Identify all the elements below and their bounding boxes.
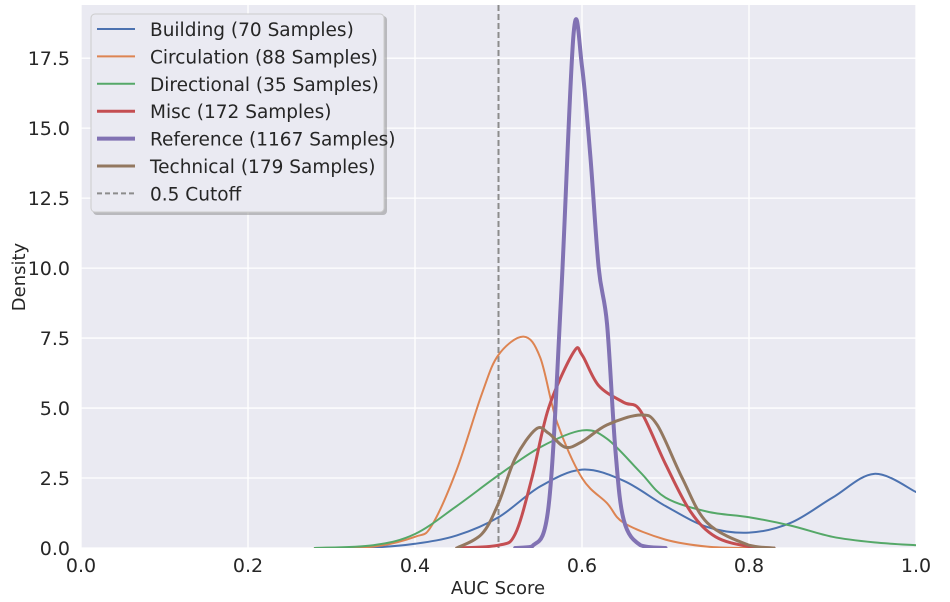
x-axis-label: AUC Score <box>451 578 545 599</box>
x-tick-label: 1.0 <box>901 555 931 577</box>
y-tick-label: 17.5 <box>28 48 70 70</box>
x-tick-label: 0.6 <box>567 555 597 577</box>
legend-label: Circulation (88 Samples) <box>150 47 378 68</box>
density-curve-circulation <box>313 335 750 548</box>
x-tick-label: 0.4 <box>400 555 430 577</box>
density-curve-misc <box>455 346 776 548</box>
legend-label: Building (70 Samples) <box>150 20 354 41</box>
y-tick-label: 2.5 <box>40 468 70 490</box>
legend-label: Reference (1167 Samples) <box>150 130 395 151</box>
legend: Building (70 Samples) Circulation (88 Sam… <box>90 13 395 215</box>
y-tick-label: 15.0 <box>28 118 70 140</box>
legend-label: Directional (35 Samples) <box>150 75 379 96</box>
y-tick-label: 10.0 <box>28 258 70 280</box>
y-tick-label: 0.0 <box>40 538 70 560</box>
y-tick-label: 12.5 <box>28 188 70 210</box>
y-axis-label: Density <box>9 242 30 311</box>
legend-label: Misc (172 Samples) <box>150 102 331 123</box>
density-curves <box>313 17 916 548</box>
x-tick-label: 0.2 <box>233 555 263 577</box>
density-curve-building <box>313 468 916 548</box>
x-tick-label: 0.0 <box>66 555 96 577</box>
density-curve-reference <box>513 17 668 548</box>
y-tick-labels: 0.0 2.5 5.0 7.5 10.0 12.5 15.0 17.5 <box>28 48 70 560</box>
density-curve-technical <box>455 413 776 548</box>
legend-label: Technical (179 Samples) <box>149 157 375 178</box>
x-tick-label: 0.8 <box>734 555 764 577</box>
x-tick-labels: 0.0 0.2 0.4 0.6 0.8 1.0 <box>66 555 931 577</box>
y-tick-label: 7.5 <box>40 328 70 350</box>
density-curve-directional <box>313 429 916 548</box>
y-tick-label: 5.0 <box>40 398 70 420</box>
legend-label: 0.5 Cutoff <box>150 184 243 205</box>
